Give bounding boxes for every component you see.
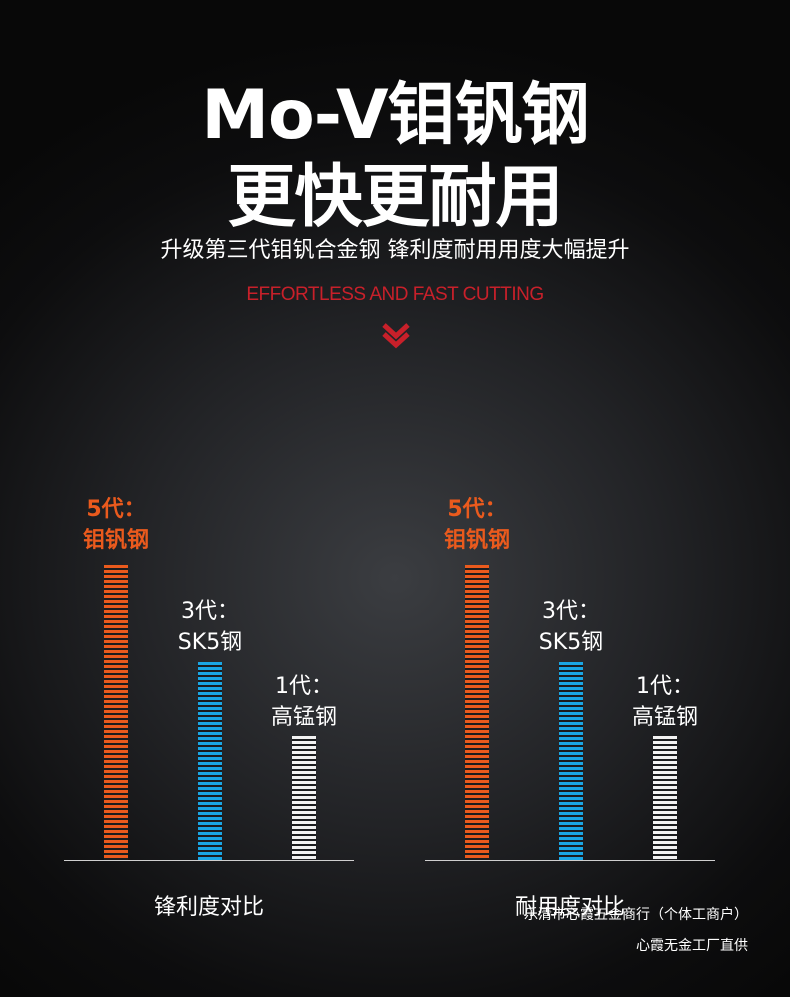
bar-gen1 <box>653 736 677 860</box>
subtitle: 升级第三代钼钒合金钢 锋利度耐用用度大幅提升 <box>160 238 630 263</box>
gen1-label-line1: 1代： <box>275 674 333 699</box>
gen1-label-line2: 高锰钢 <box>270 705 337 730</box>
gen5-label: 5代： 钼钒钢 <box>61 494 171 556</box>
gen1-label: 1代： 高锰钢 <box>249 671 359 733</box>
chart-baseline <box>425 860 715 861</box>
gen5-label-line2: 钼钒钢 <box>443 528 510 553</box>
bar-gen3 <box>559 662 583 860</box>
gen3-label: 3代： SK5钢 <box>516 596 626 658</box>
english-tagline: EFFORTLESS AND FAST CUTTING <box>246 284 544 305</box>
chart-title: 锋利度对比 <box>153 895 264 920</box>
title-line-1: Mo-V钼钒钢 <box>201 76 589 155</box>
double-chevron-down-icon <box>382 323 410 349</box>
bar-gen5 <box>104 565 128 860</box>
bar-gen5 <box>465 565 489 860</box>
chart-baseline <box>64 860 354 861</box>
factory-direct-note: 心霞无金工厂直供 <box>636 938 748 954</box>
chart-title: 耐用度对比 <box>514 895 625 920</box>
gen3-label: 3代： SK5钢 <box>155 596 265 658</box>
gen1-label: 1代： 高锰钢 <box>610 671 720 733</box>
gen5-label-line1: 5代： <box>86 497 146 522</box>
gen5-label: 5代： 钼钒钢 <box>422 494 532 556</box>
shop-name: 乐清市心霞五金商行（个体工商户） <box>524 907 748 923</box>
bar-gen3 <box>198 662 222 860</box>
gen1-label-line2: 高锰钢 <box>631 705 698 730</box>
gen3-label-line2: SK5钢 <box>177 630 243 655</box>
gen5-label-line1: 5代： <box>447 497 507 522</box>
title-line-2: 更快更耐用 <box>227 158 563 237</box>
gen3-label-line2: SK5钢 <box>538 630 604 655</box>
bar-gen1 <box>292 736 316 860</box>
gen5-label-line2: 钼钒钢 <box>82 528 149 553</box>
gen3-label-line1: 3代： <box>181 599 239 624</box>
gen3-label-line1: 3代： <box>542 599 600 624</box>
gen1-label-line1: 1代： <box>636 674 694 699</box>
